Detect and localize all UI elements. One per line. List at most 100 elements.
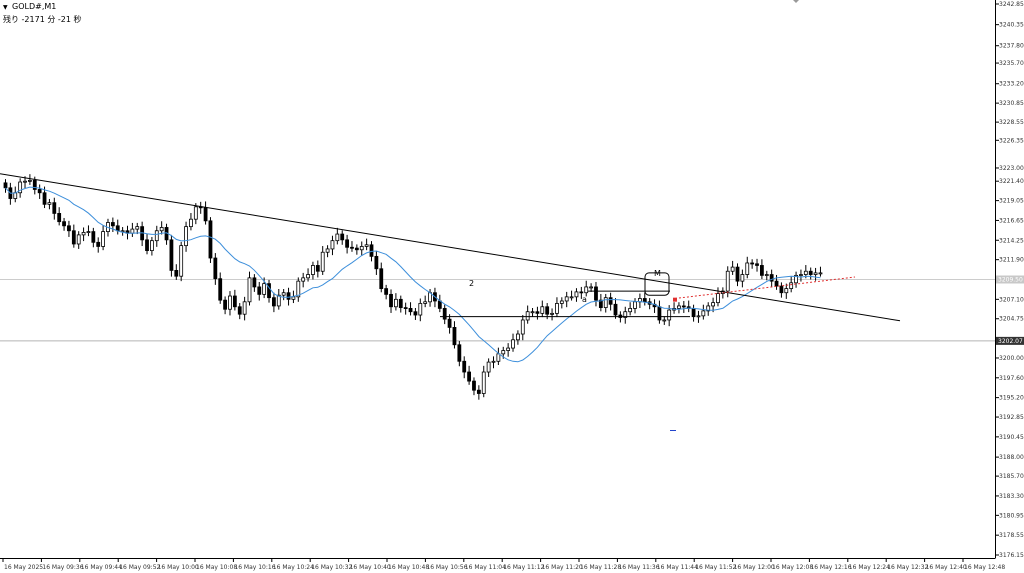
time-tick-label-3: 16 May 09:52 [119,564,160,571]
candle [101,225,105,251]
drawn-lines[interactable] [0,173,901,322]
time-tick-label-12: 16 May 11:04 [465,564,506,571]
candle [110,217,115,232]
candle [794,271,798,288]
candle [750,259,755,269]
time-tick-label-11: 16 May 10:56 [426,564,467,571]
candle [67,220,71,237]
time-tick-label-15: 16 May 11:28 [580,564,621,571]
candle [730,260,735,275]
candle [398,295,403,313]
candle [340,230,345,245]
time-tick-label-25: 16 May 12:48 [964,564,1005,571]
candle [145,233,149,255]
candle [164,223,169,245]
candle [672,302,676,314]
time-tick-label-18: 16 May 11:52 [695,564,736,571]
candle [418,298,423,322]
candle [237,303,242,320]
candle [193,203,198,225]
candle [696,310,701,323]
candle [716,287,720,307]
symbol-title: GOLD#,M1 [12,2,56,11]
candle [589,283,593,292]
price-tick-label-24: 3185.70 [999,473,1024,480]
candle [198,201,203,214]
candle [71,224,76,248]
two-annotation: 2 [469,279,474,288]
candle [769,269,774,288]
candle [169,234,174,277]
candle [764,270,769,281]
candle [760,259,764,280]
candle [525,305,530,324]
current-price-tag-bg [996,275,1024,284]
candle [481,365,486,398]
price-tick-label-23: 3188.00 [999,454,1024,461]
price-tick-label-7: 3226.35 [999,137,1024,144]
candle [623,306,628,324]
candle [457,341,462,367]
candle [550,308,554,321]
price-tick-label-4: 3233.20 [999,81,1024,88]
symbol-menu-triangle[interactable]: ▼ [3,4,8,11]
price-tick-label-16: 3204.75 [999,316,1024,323]
candle [701,304,706,320]
candle [52,197,57,220]
candle [496,347,501,365]
candle [598,293,603,312]
candle [315,260,320,278]
candle [603,293,608,313]
candle [47,198,52,210]
candle [379,262,384,293]
candle [57,207,62,226]
price-tick-label-19: 3197.60 [999,375,1024,382]
projection-line[interactable] [674,276,856,299]
candle [393,293,398,311]
candle [37,184,42,199]
moving-average [5,186,821,363]
candle [691,304,696,322]
ma-line [5,186,821,363]
candle [286,287,291,306]
time-tick-label-1: 16 May 09:36 [42,564,83,571]
candle [569,290,574,301]
price-tick-label-26: 3180.95 [999,512,1024,519]
candle [320,246,325,275]
candle [520,315,525,341]
price-tick-label-9: 3221.40 [999,178,1024,185]
candle [486,358,491,377]
candle [735,263,740,287]
candle [540,300,545,318]
candle [681,300,686,313]
candle [203,201,208,225]
price-tick-label-3: 3235.70 [999,60,1024,67]
candle [452,321,457,349]
candle [13,186,18,203]
candle [232,289,237,311]
candle [652,299,657,313]
m-pattern-box[interactable] [644,272,670,296]
price-tick-label-2: 3237.80 [999,43,1024,50]
candle [330,235,335,256]
candle [257,281,262,301]
price-tick-label-1: 3240.35 [999,22,1024,29]
candle [189,213,193,231]
time-tick-label-6: 16 May 10:16 [234,564,275,571]
price-tick-label-20: 3195.20 [999,395,1024,402]
candle [389,289,393,313]
candle [120,227,125,236]
price-tick-label-28: 3176.15 [999,552,1024,559]
countdown-text: 残り -2171 分 -21 秒 [3,14,81,24]
candle [223,296,228,315]
candle [799,269,803,282]
trend-line[interactable] [0,173,901,322]
candle [740,269,745,288]
candle [252,274,257,292]
price-tick-label-13: 3211.90 [999,257,1024,264]
time-tick-label-19: 16 May 12:00 [734,564,775,571]
candle [276,289,281,310]
price-tick-label-18: 3200.00 [999,355,1024,362]
time-tick-label-20: 16 May 12:08 [772,564,813,571]
